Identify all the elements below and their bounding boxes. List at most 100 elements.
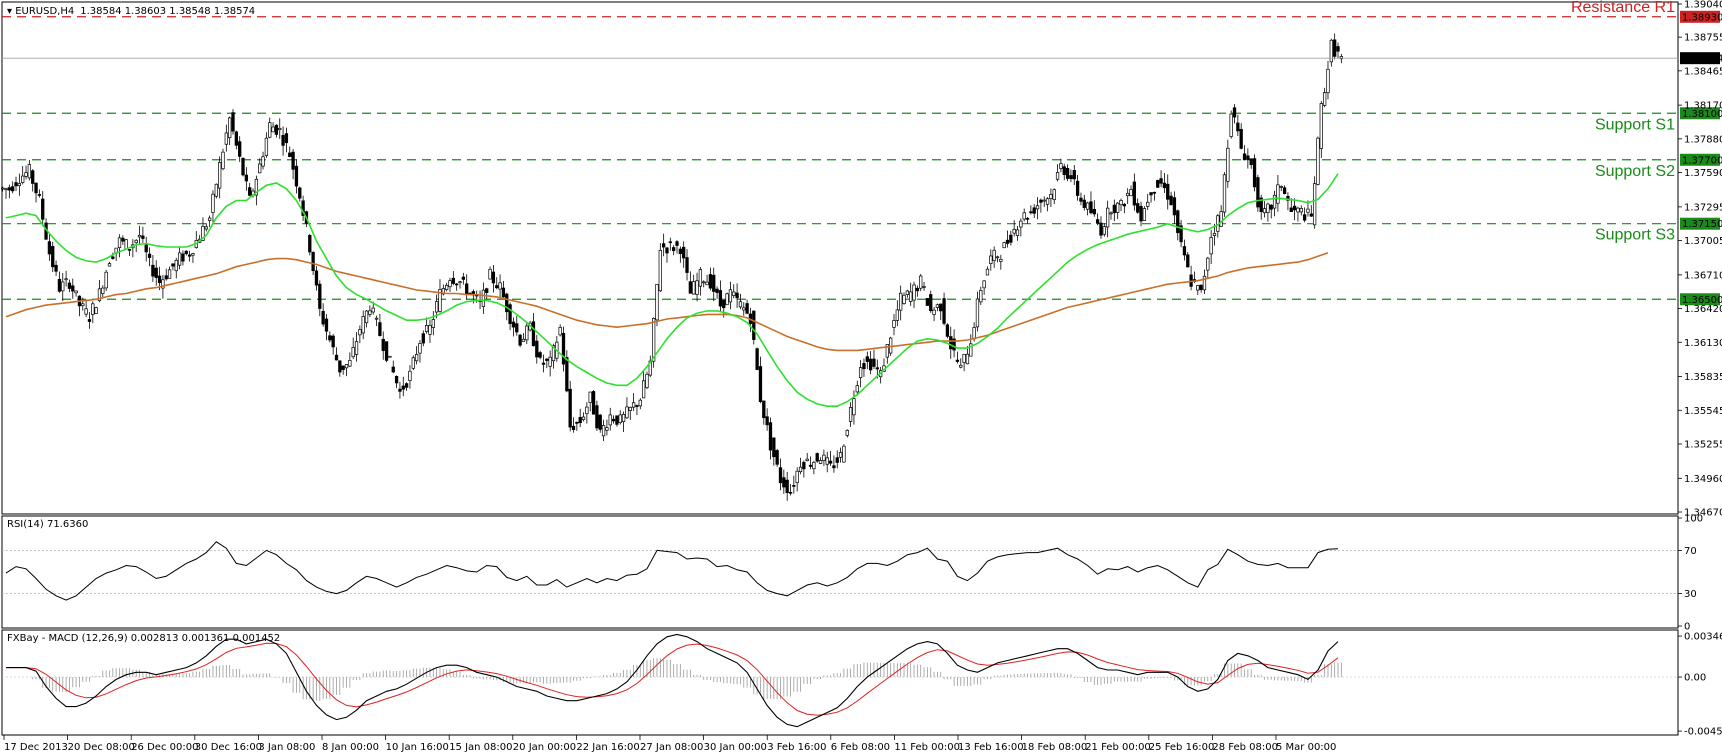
candle-body <box>91 303 95 315</box>
current-price-label: 1.38574 <box>1682 54 1722 65</box>
candle-body <box>438 289 442 312</box>
candle-body <box>1162 182 1167 189</box>
candle-body <box>702 281 706 284</box>
candle-body <box>571 425 576 430</box>
y-tick-label: 1.36710 <box>1684 270 1722 281</box>
candle-body <box>391 366 395 373</box>
y-tick-label: 1.37590 <box>1684 168 1722 179</box>
candle-body <box>1322 92 1327 106</box>
candle-body <box>1319 103 1323 149</box>
candle-body <box>828 460 833 464</box>
level-lines <box>2 16 1678 300</box>
candle-body <box>181 253 185 262</box>
candle-body <box>638 399 642 407</box>
menu-triangle-icon[interactable]: ▾ <box>7 6 15 17</box>
candle-body <box>1042 199 1046 202</box>
candle-body <box>1269 204 1273 210</box>
candle-body <box>501 287 506 298</box>
candle-body <box>521 338 526 342</box>
candle-body <box>47 241 52 255</box>
candle-body <box>889 337 893 354</box>
candle-body <box>274 124 279 135</box>
candle-body <box>1252 158 1257 188</box>
candle-body <box>1142 208 1147 221</box>
candle-body <box>111 256 115 259</box>
candle-body <box>1272 194 1277 209</box>
price-axis: 1.38930 1.38100 1.37700 1.37150 1.36500 1.385… <box>1678 0 1722 519</box>
candle-body <box>1045 198 1050 205</box>
candle-body <box>264 137 269 156</box>
x-tick-label: 25 Feb 16:00 <box>1149 742 1215 753</box>
candle-body <box>1206 257 1210 271</box>
candle-body <box>238 141 242 157</box>
candle-body <box>611 418 616 422</box>
candle-body <box>868 358 873 371</box>
candle-body <box>214 183 218 197</box>
candle-body <box>595 405 599 429</box>
candle-body <box>41 198 45 220</box>
candle-body <box>565 357 569 392</box>
candle-body <box>518 334 522 346</box>
y-tick-label: 1.38170 <box>1684 101 1722 112</box>
y-tick-label: 1.34670 <box>1684 508 1722 519</box>
rsi-panel: RSI(14) 71.6360 <box>1 515 1679 629</box>
candle-body <box>989 255 993 264</box>
y-tick-label: 1.37295 <box>1684 202 1722 213</box>
candle-body <box>1209 237 1213 255</box>
candle-body <box>7 187 11 191</box>
candle-body <box>1065 167 1070 179</box>
candle-body <box>1 187 5 190</box>
candle-body <box>1075 180 1080 196</box>
candle-body <box>949 336 953 350</box>
candle-body <box>952 338 956 351</box>
candle-body <box>845 430 849 436</box>
candle-body <box>705 281 709 286</box>
level-price-tag <box>1680 107 1720 120</box>
candle-body <box>1172 197 1177 216</box>
candle-body <box>919 275 923 289</box>
candle-body <box>1336 46 1340 52</box>
x-tick-label: 22 Jan 16:00 <box>576 742 639 753</box>
candle-body <box>34 182 38 194</box>
y-tick-label: 1.36130 <box>1684 338 1722 349</box>
candle-body <box>394 375 399 384</box>
candle-body <box>1159 178 1163 184</box>
candle-body <box>865 356 869 362</box>
candle-body <box>104 271 108 289</box>
candle-body <box>1309 213 1313 217</box>
candle-body <box>248 187 252 196</box>
candle-body <box>1102 226 1106 235</box>
candle-body <box>17 183 22 186</box>
candle-body <box>294 165 299 187</box>
candle-body <box>758 366 763 403</box>
candle-body <box>1186 254 1190 268</box>
candle-body <box>905 290 910 295</box>
candle-body <box>414 354 419 362</box>
candle-body <box>929 294 933 311</box>
candle-body <box>1032 207 1036 214</box>
candle-body <box>682 246 686 259</box>
candle-body <box>765 416 769 426</box>
candle-body <box>1015 229 1020 236</box>
candle-body <box>157 275 162 283</box>
macd-tick-label: -0.004566 <box>1684 727 1722 738</box>
level-price-label: 1.38100 <box>1682 109 1722 120</box>
candle-body <box>535 340 539 358</box>
candle-body <box>515 323 519 333</box>
candle-body <box>818 460 823 464</box>
candle-body <box>899 292 903 311</box>
candle-body <box>588 391 592 403</box>
ma-fast-line <box>5 173 1339 408</box>
candle-body <box>341 365 345 370</box>
level-price-tag <box>1680 293 1720 306</box>
candle-body <box>1242 153 1247 161</box>
candle-body <box>204 226 208 230</box>
candle-body <box>1136 203 1140 213</box>
candle-body <box>401 385 405 390</box>
candle-body <box>1249 158 1253 166</box>
macd-panel: FXBay - MACD (12,26,9) 0.002813 0.001361… <box>1 629 1679 736</box>
candle-body <box>1122 203 1126 207</box>
candle-body <box>688 281 693 294</box>
candle-body <box>1079 197 1083 202</box>
rsi-tick-label: 100 <box>1684 514 1703 525</box>
